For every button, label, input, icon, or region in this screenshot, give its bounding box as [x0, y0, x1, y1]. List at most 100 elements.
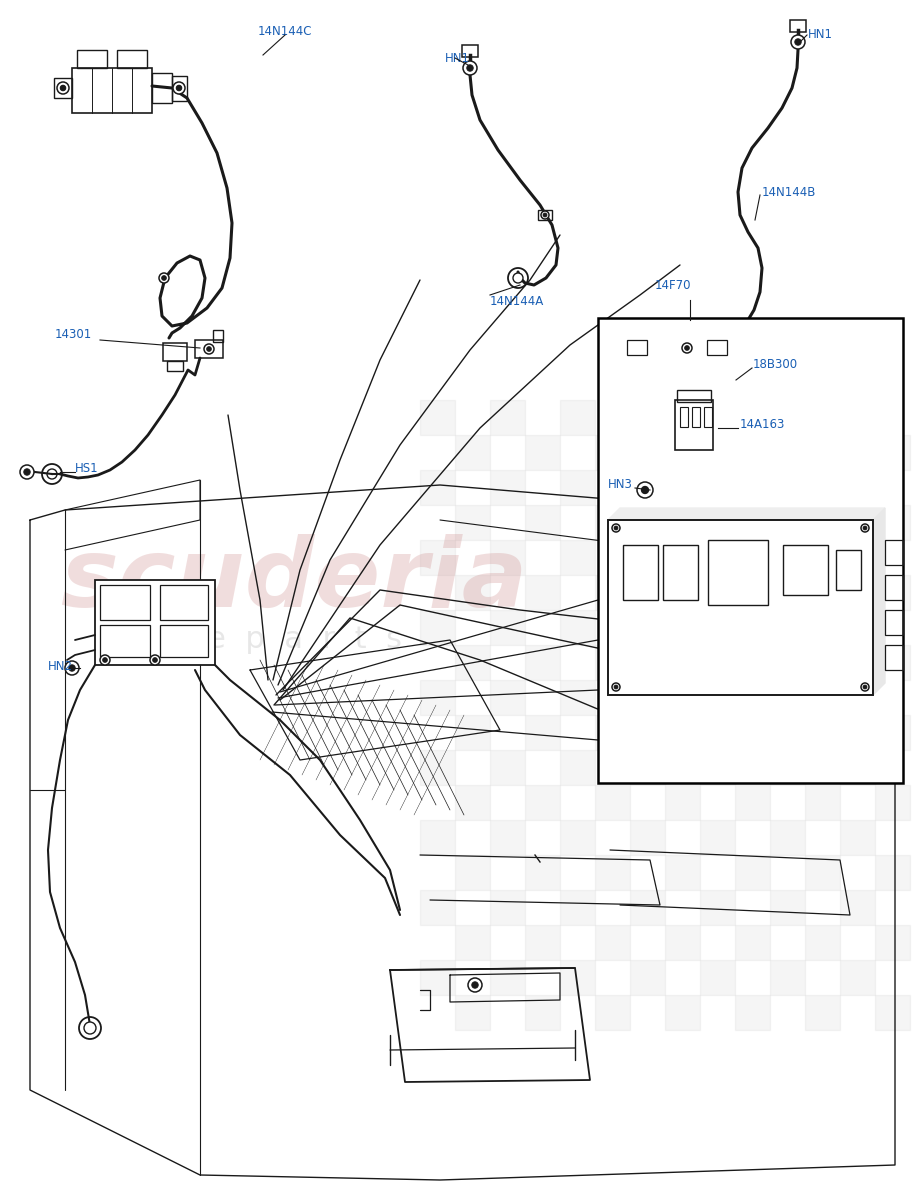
Bar — [595, 575, 630, 610]
Bar — [680, 407, 688, 427]
Circle shape — [791, 35, 805, 49]
Bar — [595, 715, 630, 750]
Bar — [770, 820, 805, 854]
Circle shape — [795, 38, 801, 46]
Text: 14301: 14301 — [55, 328, 92, 341]
Bar — [675, 400, 713, 450]
Bar — [420, 540, 455, 575]
Bar — [525, 505, 560, 540]
Text: 14F70: 14F70 — [655, 278, 691, 292]
Polygon shape — [617, 348, 737, 402]
Bar — [875, 715, 910, 750]
Bar — [875, 434, 910, 470]
Bar — [560, 680, 595, 715]
Bar — [665, 505, 700, 540]
Bar — [100, 584, 150, 620]
Bar — [735, 434, 770, 470]
Bar — [538, 210, 552, 220]
Circle shape — [65, 661, 79, 674]
Bar — [885, 540, 903, 565]
Bar — [707, 340, 727, 355]
Bar — [805, 646, 840, 680]
Bar — [805, 995, 840, 1030]
Bar — [700, 890, 735, 925]
Bar — [840, 610, 875, 646]
Bar — [595, 785, 630, 820]
Bar — [455, 854, 490, 890]
Bar — [490, 750, 525, 785]
Circle shape — [863, 526, 867, 529]
Bar — [735, 575, 770, 610]
Text: scuderia: scuderia — [60, 534, 527, 626]
Bar — [665, 995, 700, 1030]
Bar — [54, 78, 72, 98]
Circle shape — [468, 978, 482, 992]
Bar — [783, 545, 828, 595]
Bar — [735, 925, 770, 960]
Text: 18B300: 18B300 — [753, 359, 798, 372]
Bar — [420, 890, 455, 925]
Bar — [455, 715, 490, 750]
Bar — [420, 750, 455, 785]
Bar — [885, 575, 903, 600]
Bar — [608, 520, 873, 695]
Bar — [490, 540, 525, 575]
Bar — [560, 470, 595, 505]
Text: HN3: HN3 — [608, 478, 633, 491]
Bar — [700, 470, 735, 505]
Bar — [700, 680, 735, 715]
Bar — [700, 540, 735, 575]
Circle shape — [84, 1022, 96, 1034]
Bar — [420, 680, 455, 715]
Bar — [623, 545, 658, 600]
Bar — [560, 400, 595, 434]
Bar — [704, 407, 712, 427]
Bar — [560, 540, 595, 575]
Bar — [630, 750, 665, 785]
Bar — [627, 340, 647, 355]
Bar — [525, 434, 560, 470]
Bar — [490, 400, 525, 434]
Text: r  e  p  a  r  t  s: r e p a r t s — [175, 625, 402, 654]
Bar — [160, 584, 208, 620]
Bar — [735, 785, 770, 820]
Circle shape — [176, 85, 182, 91]
Bar — [72, 68, 152, 113]
Bar — [805, 505, 840, 540]
Bar — [455, 646, 490, 680]
Bar — [770, 540, 805, 575]
Bar — [455, 505, 490, 540]
Circle shape — [467, 65, 473, 71]
Bar — [595, 925, 630, 960]
Bar — [805, 434, 840, 470]
Bar — [420, 960, 455, 995]
Bar — [805, 925, 840, 960]
Bar — [630, 960, 665, 995]
Bar — [665, 854, 700, 890]
Bar — [630, 540, 665, 575]
Bar — [700, 750, 735, 785]
Bar — [595, 434, 630, 470]
Circle shape — [162, 276, 166, 281]
Text: 14N144A: 14N144A — [490, 295, 544, 308]
Bar — [665, 715, 700, 750]
Text: 14N144B: 14N144B — [762, 186, 816, 198]
Bar — [455, 925, 490, 960]
Bar — [840, 470, 875, 505]
Bar — [213, 330, 223, 342]
Bar — [525, 854, 560, 890]
Bar — [525, 715, 560, 750]
Bar — [490, 680, 525, 715]
Bar — [490, 890, 525, 925]
Circle shape — [612, 683, 620, 691]
Circle shape — [100, 655, 110, 665]
Bar — [840, 820, 875, 854]
Circle shape — [513, 272, 523, 283]
Circle shape — [207, 347, 211, 352]
Bar — [195, 340, 223, 358]
Bar — [525, 925, 560, 960]
Circle shape — [861, 683, 869, 691]
Bar — [455, 575, 490, 610]
Bar — [665, 646, 700, 680]
Bar — [708, 540, 768, 605]
